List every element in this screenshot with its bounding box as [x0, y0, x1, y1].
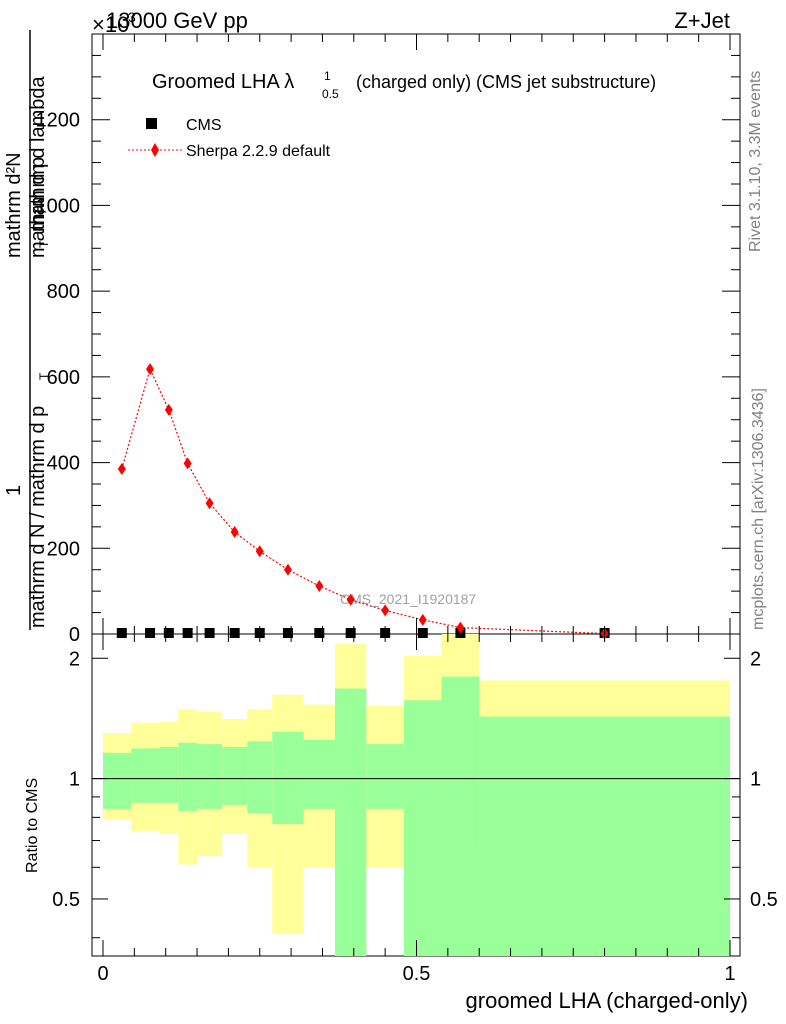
ratio-ytick-label-right: 0.5: [750, 889, 778, 911]
ratio-inner-band: [197, 744, 223, 809]
x-tick-label: 1: [724, 963, 735, 985]
x-axis: 0 0.5 1: [97, 34, 736, 985]
legend-mc-marker: [151, 143, 159, 157]
y-label-top: mathrm d²N: [3, 152, 25, 258]
top-axis: 0 200 400 600 800 1000 1200: [36, 54, 740, 646]
plot-title: Groomed LHA λ 1 0.5 (charged only) (CMS …: [152, 69, 656, 101]
top-ytick-label: 400: [47, 453, 80, 475]
sherpa-point: [205, 497, 214, 510]
ratio-ytick-label-right: 2: [750, 648, 761, 670]
legend: CMS Sherpa 2.2.9 default: [128, 117, 331, 160]
title-main: Groomed LHA λ: [152, 71, 294, 93]
top-ytick-label: 800: [47, 281, 80, 303]
legend-mc-label: Sherpa 2.2.9 default: [186, 143, 331, 160]
sherpa-point: [230, 526, 239, 538]
ratio-ytick-label: 2: [69, 648, 80, 670]
legend-cms-marker: [146, 118, 157, 129]
energy-label: 13000 GeV pp: [106, 8, 248, 33]
ratio-inner-band: [366, 744, 404, 809]
cms-point: [182, 628, 193, 638]
sherpa-point: [418, 613, 427, 626]
ratio-inner-band: [403, 700, 442, 956]
ratio-inner-band: [441, 676, 480, 956]
exponent-prefix: ×10: [92, 12, 129, 37]
cms-point: [204, 628, 215, 638]
sherpa-point: [255, 545, 264, 558]
y-label-one: 1: [3, 485, 25, 496]
ratio-inner-band: [178, 742, 198, 811]
y-label-denominator-sub: T: [37, 372, 51, 380]
ratio-ytick-label: 0.5: [52, 889, 80, 911]
title-subscript: 0.5: [322, 87, 339, 101]
sherpa-point: [315, 580, 324, 592]
y-label-numerator-mid: mathrm d p: [27, 157, 49, 258]
ratio-inner-band: [272, 731, 304, 824]
top-ytick-label: 0: [69, 624, 80, 646]
top-ytick-label: 1200: [36, 110, 81, 132]
ratio-bands: [92, 634, 740, 956]
ratio-inner-band: [222, 746, 248, 805]
title-superscript: 1: [324, 69, 331, 83]
process-label: Z+Jet: [674, 8, 730, 33]
sherpa-point: [346, 593, 355, 606]
cms-point: [282, 628, 293, 638]
top-ytick-label: 1000: [36, 195, 81, 217]
sherpa-point: [283, 563, 292, 576]
sherpa-point: [381, 604, 390, 617]
sherpa-point: [456, 621, 465, 634]
mcplots-credit-label: mcplots.cern.ch [arXiv:1306.3436]: [750, 388, 767, 630]
ratio-ytick-label-right: 1: [750, 769, 761, 791]
legend-cms-label: CMS: [186, 117, 222, 134]
top-ytick-label: 600: [47, 367, 80, 389]
cms-point: [229, 628, 240, 638]
cms-point: [163, 628, 174, 638]
cms-point: [417, 628, 428, 638]
sherpa-point: [164, 403, 173, 416]
sherpa-point: [146, 363, 155, 376]
analysis-watermark: CMS_2021_I1920187: [340, 591, 476, 607]
ratio-axis: 0.5 0.5 1 1 2 2: [52, 648, 778, 939]
y-label-sub: T: [37, 240, 51, 248]
x-tick-label: 0.5: [403, 963, 431, 985]
ratio-inner-band: [159, 746, 179, 803]
exponent-power: 3: [128, 9, 136, 25]
y-label-numerator-tail: mathrm d lambda: [27, 76, 49, 232]
ratio-y-axis-label: Ratio to CMS: [24, 778, 41, 873]
x-axis-label: groomed LHA (charged-only): [466, 988, 748, 1013]
ratio-inner-band: [303, 739, 335, 809]
ratio-inner-band: [131, 748, 160, 803]
ratio-inner-band: [103, 752, 132, 809]
cms-point: [345, 628, 356, 638]
ratio-inner-band: [334, 688, 367, 956]
x-tick-label: 0: [97, 963, 108, 985]
ratio-inner-band: [247, 741, 273, 814]
rivet-version-label: Rivet 3.1.10, 3.3M events: [747, 71, 764, 252]
ratio-ytick-label: 1: [69, 769, 80, 791]
ratio-inner-band: [479, 716, 730, 956]
sherpa-point: [183, 457, 192, 470]
cms-point: [314, 628, 325, 638]
title-rest: (charged only) (CMS jet substructure): [356, 72, 656, 92]
top-ytick-label: 200: [47, 538, 80, 560]
y-label-denominator: mathrm d N / mathrm d p: [27, 406, 49, 628]
cms-point: [145, 628, 156, 638]
top-y-axis-label: mathrm d p T mathrm d lambda mathrm d²N …: [3, 30, 51, 630]
sherpa-point: [117, 463, 126, 475]
cms-point: [116, 628, 127, 638]
